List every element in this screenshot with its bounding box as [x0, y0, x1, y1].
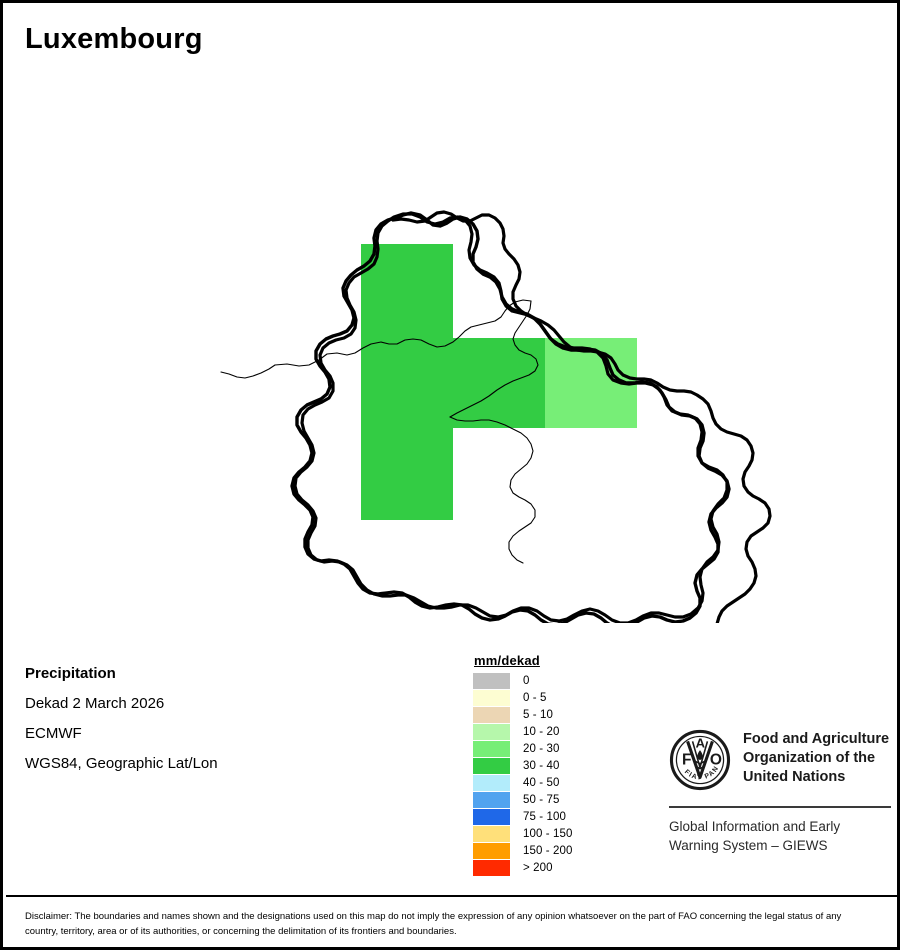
legend-swatch: [473, 672, 510, 689]
map-canvas[interactable]: [3, 63, 897, 623]
giews-line2: Warning System – GIEWS: [669, 838, 828, 853]
svg-text:A: A: [696, 736, 706, 751]
legend-label: > 200: [523, 861, 553, 874]
legend-swatch: [473, 825, 510, 842]
map-info-block: Precipitation Dekad 2 March 2026 ECMWF W…: [25, 659, 218, 779]
info-projection: WGS84, Geographic Lat/Lon: [25, 755, 218, 772]
map-svg: [220, 210, 772, 623]
legend-label: 75 - 100: [523, 810, 566, 823]
legend-row: 0: [473, 672, 573, 689]
legend-swatch: [473, 859, 510, 876]
legend-row: 40 - 50: [473, 774, 573, 791]
legend-label: 100 - 150: [523, 827, 573, 840]
legend-swatch: [473, 842, 510, 859]
fao-organization-name: Food and Agriculture Organization of the…: [743, 730, 889, 787]
giews-line1: Global Information and Early: [669, 819, 841, 834]
precipitation-cell: [361, 428, 453, 520]
country-boundary-layer: [391, 210, 772, 623]
legend-swatch: [473, 791, 510, 808]
legend-label: 0 - 5: [523, 691, 547, 704]
legend-row: 5 - 10: [473, 706, 573, 723]
info-source: ECMWF: [25, 725, 82, 742]
info-variable: Precipitation: [25, 665, 116, 682]
legend-label: 50 - 75: [523, 793, 560, 806]
page-title: Luxembourg: [25, 23, 203, 55]
legend-row: 20 - 30: [473, 740, 573, 757]
precipitation-raster-layer: [361, 244, 637, 520]
legend-row: 50 - 75: [473, 791, 573, 808]
legend-row: 150 - 200: [473, 842, 573, 859]
legend-rows: 0 0 - 5 5 - 10 10 - 20 20 - 30 30 - 40 40 - 50…: [473, 672, 573, 876]
legend-row: > 200: [473, 859, 573, 876]
legend-label: 30 - 40: [523, 759, 560, 772]
legend-label: 0: [523, 674, 530, 687]
fao-branding: F A O FIAT PANIS Food and Agriculture Or…: [666, 724, 891, 855]
district-boundaries-layer: [220, 299, 539, 564]
legend-swatch: [473, 808, 510, 825]
legend-row: 30 - 40: [473, 757, 573, 774]
legend: mm/dekad 0 0 - 5 5 - 10 10 - 20 20 - 30 30 - …: [473, 653, 573, 876]
legend-row: 0 - 5: [473, 689, 573, 706]
disclaimer-divider: [6, 895, 897, 897]
legend-title: mm/dekad: [474, 653, 540, 668]
disclaimer-text: Disclaimer: The boundaries and names sho…: [25, 911, 842, 937]
legend-label: 5 - 10: [523, 708, 554, 721]
legend-label: 10 - 20: [523, 725, 560, 738]
fao-logo-icon: F A O FIAT PANIS: [666, 724, 731, 796]
giews-system-name: Global Information and Early Warning Sys…: [669, 817, 891, 855]
info-period: Dekad 2 March 2026: [25, 695, 165, 712]
legend-swatch: [473, 706, 510, 723]
legend-swatch: [473, 740, 510, 757]
legend-row: 100 - 150: [473, 825, 573, 842]
legend-row: 10 - 20: [473, 723, 573, 740]
legend-row: 75 - 100: [473, 808, 573, 825]
fao-org-line3: United Nations: [743, 769, 846, 785]
fao-org-line1: Food and Agriculture: [743, 731, 890, 747]
legend-label: 40 - 50: [523, 776, 560, 789]
legend-swatch: [473, 774, 510, 791]
legend-swatch: [473, 757, 510, 774]
luxembourg-border: [293, 212, 729, 623]
svg-text:F: F: [682, 751, 691, 768]
legend-label: 150 - 200: [523, 844, 573, 857]
svg-text:O: O: [710, 751, 722, 768]
legend-swatch: [473, 689, 510, 706]
legend-swatch: [473, 723, 510, 740]
fao-divider: [669, 806, 891, 808]
fao-org-line2: Organization of the: [743, 750, 876, 766]
precipitation-cell: [361, 338, 545, 428]
legend-label: 20 - 30: [523, 742, 560, 755]
